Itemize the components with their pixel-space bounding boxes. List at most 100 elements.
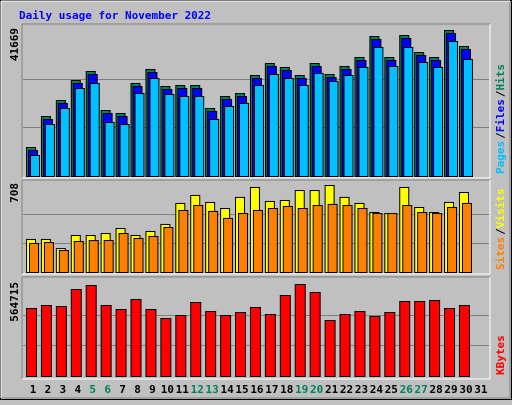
x-tick-label: 18 bbox=[280, 383, 293, 396]
bar bbox=[205, 310, 217, 378]
x-tick-label: 27 bbox=[415, 383, 428, 396]
bar bbox=[249, 307, 261, 378]
bar bbox=[238, 213, 249, 274]
x-tick-label: 23 bbox=[355, 383, 368, 396]
x-tick-label: 12 bbox=[191, 383, 204, 396]
bar bbox=[190, 302, 202, 378]
bar bbox=[429, 300, 441, 378]
bar bbox=[58, 250, 69, 274]
bar bbox=[160, 318, 172, 377]
bar bbox=[268, 74, 279, 177]
x-tick-label: 28 bbox=[429, 383, 442, 396]
bar bbox=[448, 40, 459, 177]
x-tick-label: 6 bbox=[104, 383, 111, 396]
bar bbox=[148, 235, 159, 273]
bar bbox=[462, 59, 473, 178]
bar bbox=[402, 205, 413, 273]
bar bbox=[298, 85, 309, 177]
bar bbox=[358, 66, 369, 177]
bar bbox=[30, 155, 40, 178]
bar bbox=[130, 299, 142, 378]
legend-label: Sites bbox=[494, 237, 507, 270]
x-tick-label: 9 bbox=[149, 383, 156, 396]
x-tick-label: 2 bbox=[45, 383, 52, 396]
bar bbox=[354, 310, 366, 378]
bar bbox=[208, 210, 219, 273]
bar bbox=[252, 209, 263, 273]
x-tick-label: 21 bbox=[325, 383, 339, 396]
bar bbox=[458, 305, 470, 378]
bar bbox=[387, 213, 398, 274]
x-tick-label: 24 bbox=[370, 383, 384, 396]
bar bbox=[328, 81, 339, 177]
legend-separator: / bbox=[494, 132, 507, 139]
bar bbox=[26, 307, 37, 378]
bar bbox=[115, 309, 127, 377]
legend-label: Visits bbox=[494, 189, 507, 229]
bar bbox=[223, 217, 234, 273]
x-tick-label: 1 bbox=[30, 383, 37, 396]
bar bbox=[178, 209, 189, 273]
bar bbox=[209, 118, 220, 177]
x-tick-label: 29 bbox=[444, 383, 457, 396]
legend-label: Pages bbox=[494, 141, 507, 174]
legend: Pages/Files/Hits bbox=[494, 64, 507, 174]
x-tick-label: 17 bbox=[265, 383, 278, 396]
legend: KBytes bbox=[494, 335, 507, 375]
bar bbox=[417, 212, 428, 274]
x-tick-label: 30 bbox=[459, 383, 472, 396]
x-tick-label: 14 bbox=[220, 383, 234, 396]
bar bbox=[372, 213, 383, 274]
bar bbox=[85, 284, 97, 377]
x-tick-label: 11 bbox=[176, 383, 190, 396]
legend-label: KBytes bbox=[494, 335, 507, 375]
bar bbox=[104, 122, 115, 178]
bar bbox=[384, 312, 396, 377]
bar bbox=[220, 315, 232, 377]
x-tick-label: 7 bbox=[119, 383, 126, 396]
bar bbox=[461, 202, 472, 273]
x-tick-label: 25 bbox=[385, 383, 398, 396]
bar bbox=[118, 233, 129, 274]
bar bbox=[194, 96, 205, 177]
bar bbox=[134, 92, 145, 177]
x-tick-label: 19 bbox=[295, 383, 308, 396]
chart-title: Daily usage for November 2022 bbox=[19, 9, 211, 22]
bar bbox=[164, 94, 175, 177]
y-max-label: 41669 bbox=[8, 28, 21, 61]
bar bbox=[267, 207, 278, 274]
bar bbox=[55, 305, 67, 378]
bar bbox=[163, 227, 174, 273]
x-tick-label: 15 bbox=[235, 383, 248, 396]
x-tick-label: 3 bbox=[60, 383, 67, 396]
bar bbox=[447, 206, 458, 273]
bar bbox=[264, 313, 276, 377]
bar bbox=[179, 96, 190, 177]
bar bbox=[44, 124, 55, 178]
bar bbox=[309, 292, 321, 377]
x-tick-label: 5 bbox=[89, 383, 96, 396]
bar bbox=[175, 315, 187, 377]
bar bbox=[145, 309, 157, 377]
bar bbox=[70, 289, 82, 377]
bar bbox=[59, 107, 70, 177]
bar bbox=[149, 77, 160, 177]
bar bbox=[324, 320, 336, 377]
x-tick-label: 16 bbox=[250, 383, 264, 396]
bar bbox=[29, 243, 39, 273]
x-tick-label: 13 bbox=[206, 383, 219, 396]
bar bbox=[294, 284, 306, 377]
bar bbox=[342, 205, 353, 273]
legend: Sites /Visits bbox=[494, 189, 507, 271]
bar bbox=[444, 307, 456, 378]
bar bbox=[313, 72, 324, 177]
legend-separator: / bbox=[494, 90, 507, 97]
bar bbox=[403, 46, 414, 177]
x-tick-label: 8 bbox=[134, 383, 141, 396]
bar bbox=[73, 241, 84, 274]
legend-label: Hits bbox=[494, 64, 507, 91]
bar bbox=[235, 312, 247, 377]
bar bbox=[103, 240, 114, 273]
